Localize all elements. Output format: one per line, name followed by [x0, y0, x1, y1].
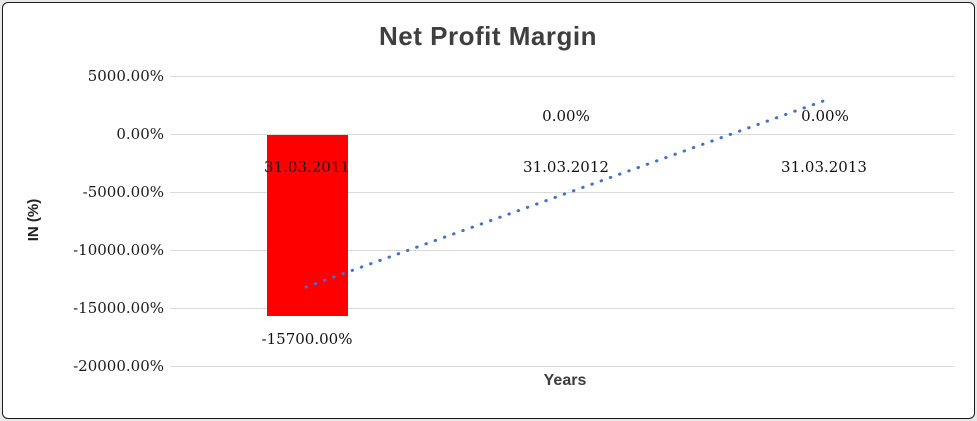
chart-title: Net Profit Margin — [379, 21, 597, 51]
x-category-label: 31.03.2012 — [523, 158, 609, 176]
gridline — [178, 366, 954, 367]
y-tick-label: -20000.00% — [73, 357, 164, 375]
y-tick-label: 0.00% — [116, 125, 164, 143]
gridline — [178, 308, 954, 309]
x-category-label: 31.03.2011 — [264, 158, 350, 176]
y-axis-tick — [170, 308, 178, 309]
y-axis-tick — [170, 76, 178, 77]
y-tick-label: -15000.00% — [73, 299, 164, 317]
y-tick-label: -10000.00% — [73, 241, 164, 259]
x-category-label: 31.03.2013 — [781, 158, 867, 176]
data-label-2011: -15700.00% — [261, 330, 353, 348]
y-tick-label: -5000.00% — [82, 183, 164, 201]
y-axis-tick — [170, 134, 178, 135]
y-axis-tick — [170, 250, 178, 251]
y-tick-label: 5000.00% — [87, 67, 164, 85]
x-axis-title: Years — [543, 372, 587, 389]
data-label-2012: 0.00% — [542, 107, 590, 125]
y-axis-tick — [170, 192, 178, 193]
y-axis-title: IN (%) — [25, 198, 42, 242]
data-label-2013: 0.00% — [801, 107, 849, 125]
y-axis-tick — [170, 366, 178, 367]
gridline — [178, 76, 954, 77]
